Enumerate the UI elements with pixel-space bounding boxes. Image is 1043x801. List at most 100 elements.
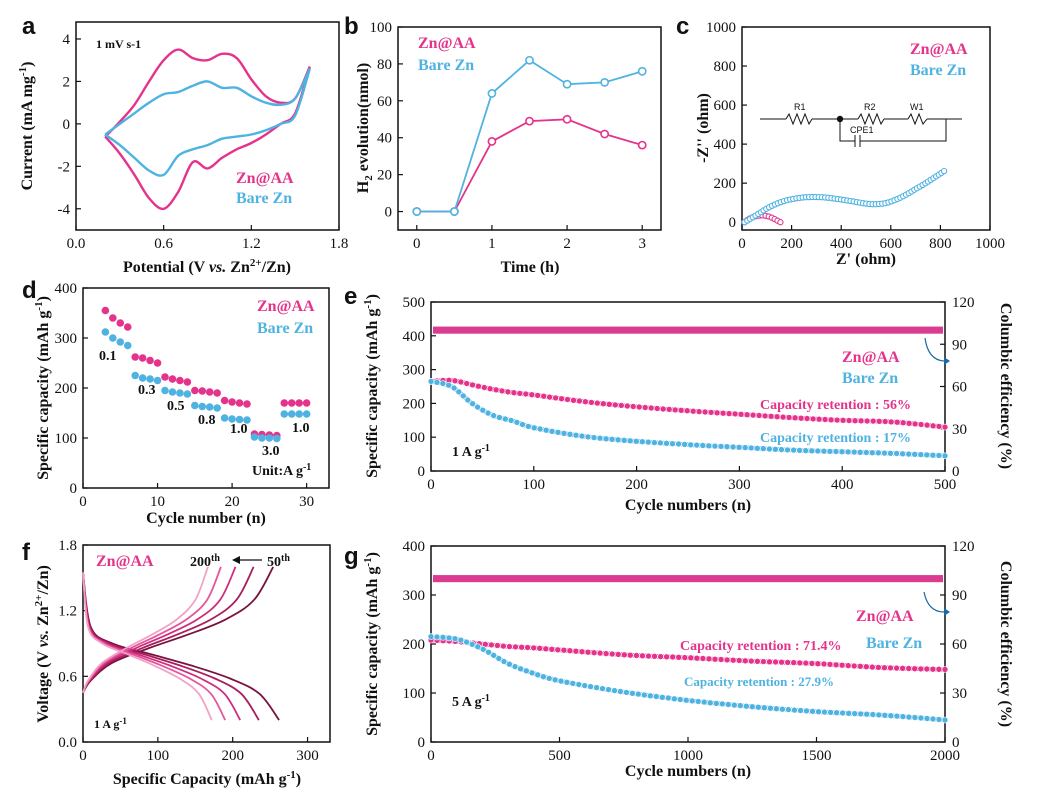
h2-point-1-6 bbox=[637, 66, 647, 76]
capacity-point-1-29 bbox=[593, 684, 600, 691]
capacity-point-0-29 bbox=[602, 650, 610, 657]
x-tick-label-3: 3 bbox=[638, 236, 646, 252]
capacity-point-0-50 bbox=[729, 656, 737, 664]
capacity-point-0-22 bbox=[558, 395, 565, 403]
capacity-point-0-37 bbox=[647, 404, 655, 412]
capacity-point-1-81 bbox=[905, 713, 913, 721]
capacity-point-0-78 bbox=[899, 664, 906, 672]
capacity-point-1-57 bbox=[760, 704, 768, 712]
capacity-point-0-34 bbox=[633, 652, 640, 659]
capacity-point-1-20 bbox=[540, 673, 547, 681]
capacity-point-0-32 bbox=[617, 402, 625, 409]
capacity-point-1-2 bbox=[439, 380, 447, 387]
y-tick-label-0: 0 bbox=[729, 215, 737, 231]
y-tick-label-3: 300 bbox=[403, 588, 426, 604]
capacity-point-1-53 bbox=[736, 702, 744, 709]
capacity-point-0-80 bbox=[905, 419, 913, 427]
capacity-point-1-54 bbox=[742, 702, 750, 710]
capacity-point-1-12 bbox=[490, 412, 497, 419]
chart-e-rate: 1 A g-1 bbox=[452, 443, 490, 460]
y-tick-label-3: 300 bbox=[403, 363, 426, 379]
rate-point-0-5 bbox=[138, 354, 147, 362]
rate-point-0-27 bbox=[302, 399, 311, 407]
capacity-point-1-7 bbox=[468, 640, 476, 648]
rate-label-5: 3.0 bbox=[262, 444, 280, 459]
y-tick-label-1: 100 bbox=[55, 431, 78, 447]
y-tick-label-3: 1.8 bbox=[58, 538, 77, 554]
chart-f-frame bbox=[82, 544, 331, 743]
capacity-point-1-68 bbox=[826, 448, 834, 455]
panel-letter-f: f bbox=[22, 539, 31, 566]
capacity-point-1-50 bbox=[718, 700, 726, 708]
capacity-point-1-61 bbox=[785, 706, 792, 713]
capacity-point-0-39 bbox=[659, 405, 667, 413]
capacity-point-1-9 bbox=[474, 403, 481, 411]
capacity-point-1-48 bbox=[706, 699, 714, 707]
capacity-point-1-16 bbox=[513, 418, 521, 426]
capacity-point-0-65 bbox=[815, 415, 823, 423]
capacity-point-1-12 bbox=[495, 655, 503, 662]
capacity-point-1-22 bbox=[548, 427, 556, 435]
y-tick-label-0: -4 bbox=[58, 202, 71, 218]
capacity-point-1-59 bbox=[772, 445, 779, 453]
capacity-point-0-60 bbox=[790, 659, 798, 666]
chart-f-xlabel: Specific Capacity (mAh g-1) bbox=[113, 769, 301, 788]
capacity-point-1-27 bbox=[581, 682, 589, 689]
capacity-point-0-79 bbox=[899, 419, 907, 427]
rate-point-1-24 bbox=[280, 410, 289, 418]
rate-point-0-8 bbox=[161, 373, 169, 381]
x-tick-label-4: 2000 bbox=[930, 748, 960, 764]
capacity-point-0-58 bbox=[778, 658, 785, 666]
chart-e-ylabel: Specific capacity (mAh g-1) bbox=[362, 294, 381, 478]
capacity-point-0-55 bbox=[760, 658, 767, 665]
chart-g-y2label: Columbic efficiency (%) bbox=[997, 561, 1014, 727]
capacity-point-1-67 bbox=[820, 447, 828, 455]
capacity-point-1-50 bbox=[717, 443, 725, 450]
capacity-point-0-68 bbox=[833, 416, 841, 424]
capacity-point-1-21 bbox=[542, 426, 550, 434]
chart-f-ticks: 0 100 200 300 0.0 0.6 1.2 1.8 bbox=[58, 538, 319, 764]
capacity-point-0-30 bbox=[605, 400, 613, 408]
y2-tick-label-0: 0 bbox=[952, 735, 960, 751]
chart-g-curves bbox=[427, 575, 949, 724]
chart-g-legend-bare-zn: Bare Zn bbox=[866, 635, 922, 652]
rate-point-0-2 bbox=[116, 319, 125, 327]
y-tick-label-1: 0.6 bbox=[58, 669, 77, 685]
capacity-point-1-69 bbox=[833, 709, 840, 717]
rate-point-0-15 bbox=[213, 389, 221, 397]
capacity-point-0-18 bbox=[534, 392, 542, 399]
rate-point-1-21 bbox=[258, 434, 266, 442]
capacity-point-1-72 bbox=[851, 710, 859, 717]
capacity-point-0-35 bbox=[639, 652, 646, 660]
capacity-point-0-49 bbox=[719, 409, 727, 417]
rate-point-0-26 bbox=[295, 399, 303, 407]
capacity-point-0-77 bbox=[893, 664, 900, 672]
capacity-point-1-13 bbox=[496, 414, 503, 421]
capacity-point-1-52 bbox=[730, 701, 738, 709]
rate-point-0-13 bbox=[198, 387, 207, 395]
eis-point-0-12 bbox=[777, 219, 784, 226]
panel-letter-g: g bbox=[344, 543, 359, 570]
capacity-point-1-21 bbox=[545, 675, 553, 682]
capacity-point-0-41 bbox=[671, 406, 679, 414]
chart-a: 0.0 0.6 1.2 1.8 -4 -2 0 2 4 1 mV s-1 Zn@AA Bare … bbox=[17, 21, 348, 276]
capacity-point-1-33 bbox=[614, 436, 622, 444]
capacity-point-0-16 bbox=[524, 644, 531, 651]
capacity-point-1-58 bbox=[766, 445, 773, 453]
capacity-point-1-11 bbox=[484, 409, 492, 417]
capacity-point-1-73 bbox=[856, 448, 864, 456]
capacity-point-0-57 bbox=[772, 658, 779, 666]
chart-a-xlabel: Potential (V vs. Zn2+/Zn) bbox=[123, 257, 291, 276]
chart-e-xlabel: Cycle numbers (n) bbox=[625, 497, 751, 514]
capacity-point-0-45 bbox=[695, 408, 703, 415]
capacity-point-0-46 bbox=[705, 655, 713, 663]
x-tick-label-1: 100 bbox=[147, 748, 170, 764]
rate-point-0-7 bbox=[153, 359, 162, 367]
x-tick-label-1: 1 bbox=[488, 236, 496, 252]
rate-point-1-22 bbox=[265, 434, 274, 442]
capacity-point-1-3 bbox=[445, 634, 453, 642]
capacity-point-0-5 bbox=[457, 378, 465, 386]
capacity-point-0-72 bbox=[857, 417, 865, 425]
cv-upper-1 bbox=[104, 68, 311, 136]
